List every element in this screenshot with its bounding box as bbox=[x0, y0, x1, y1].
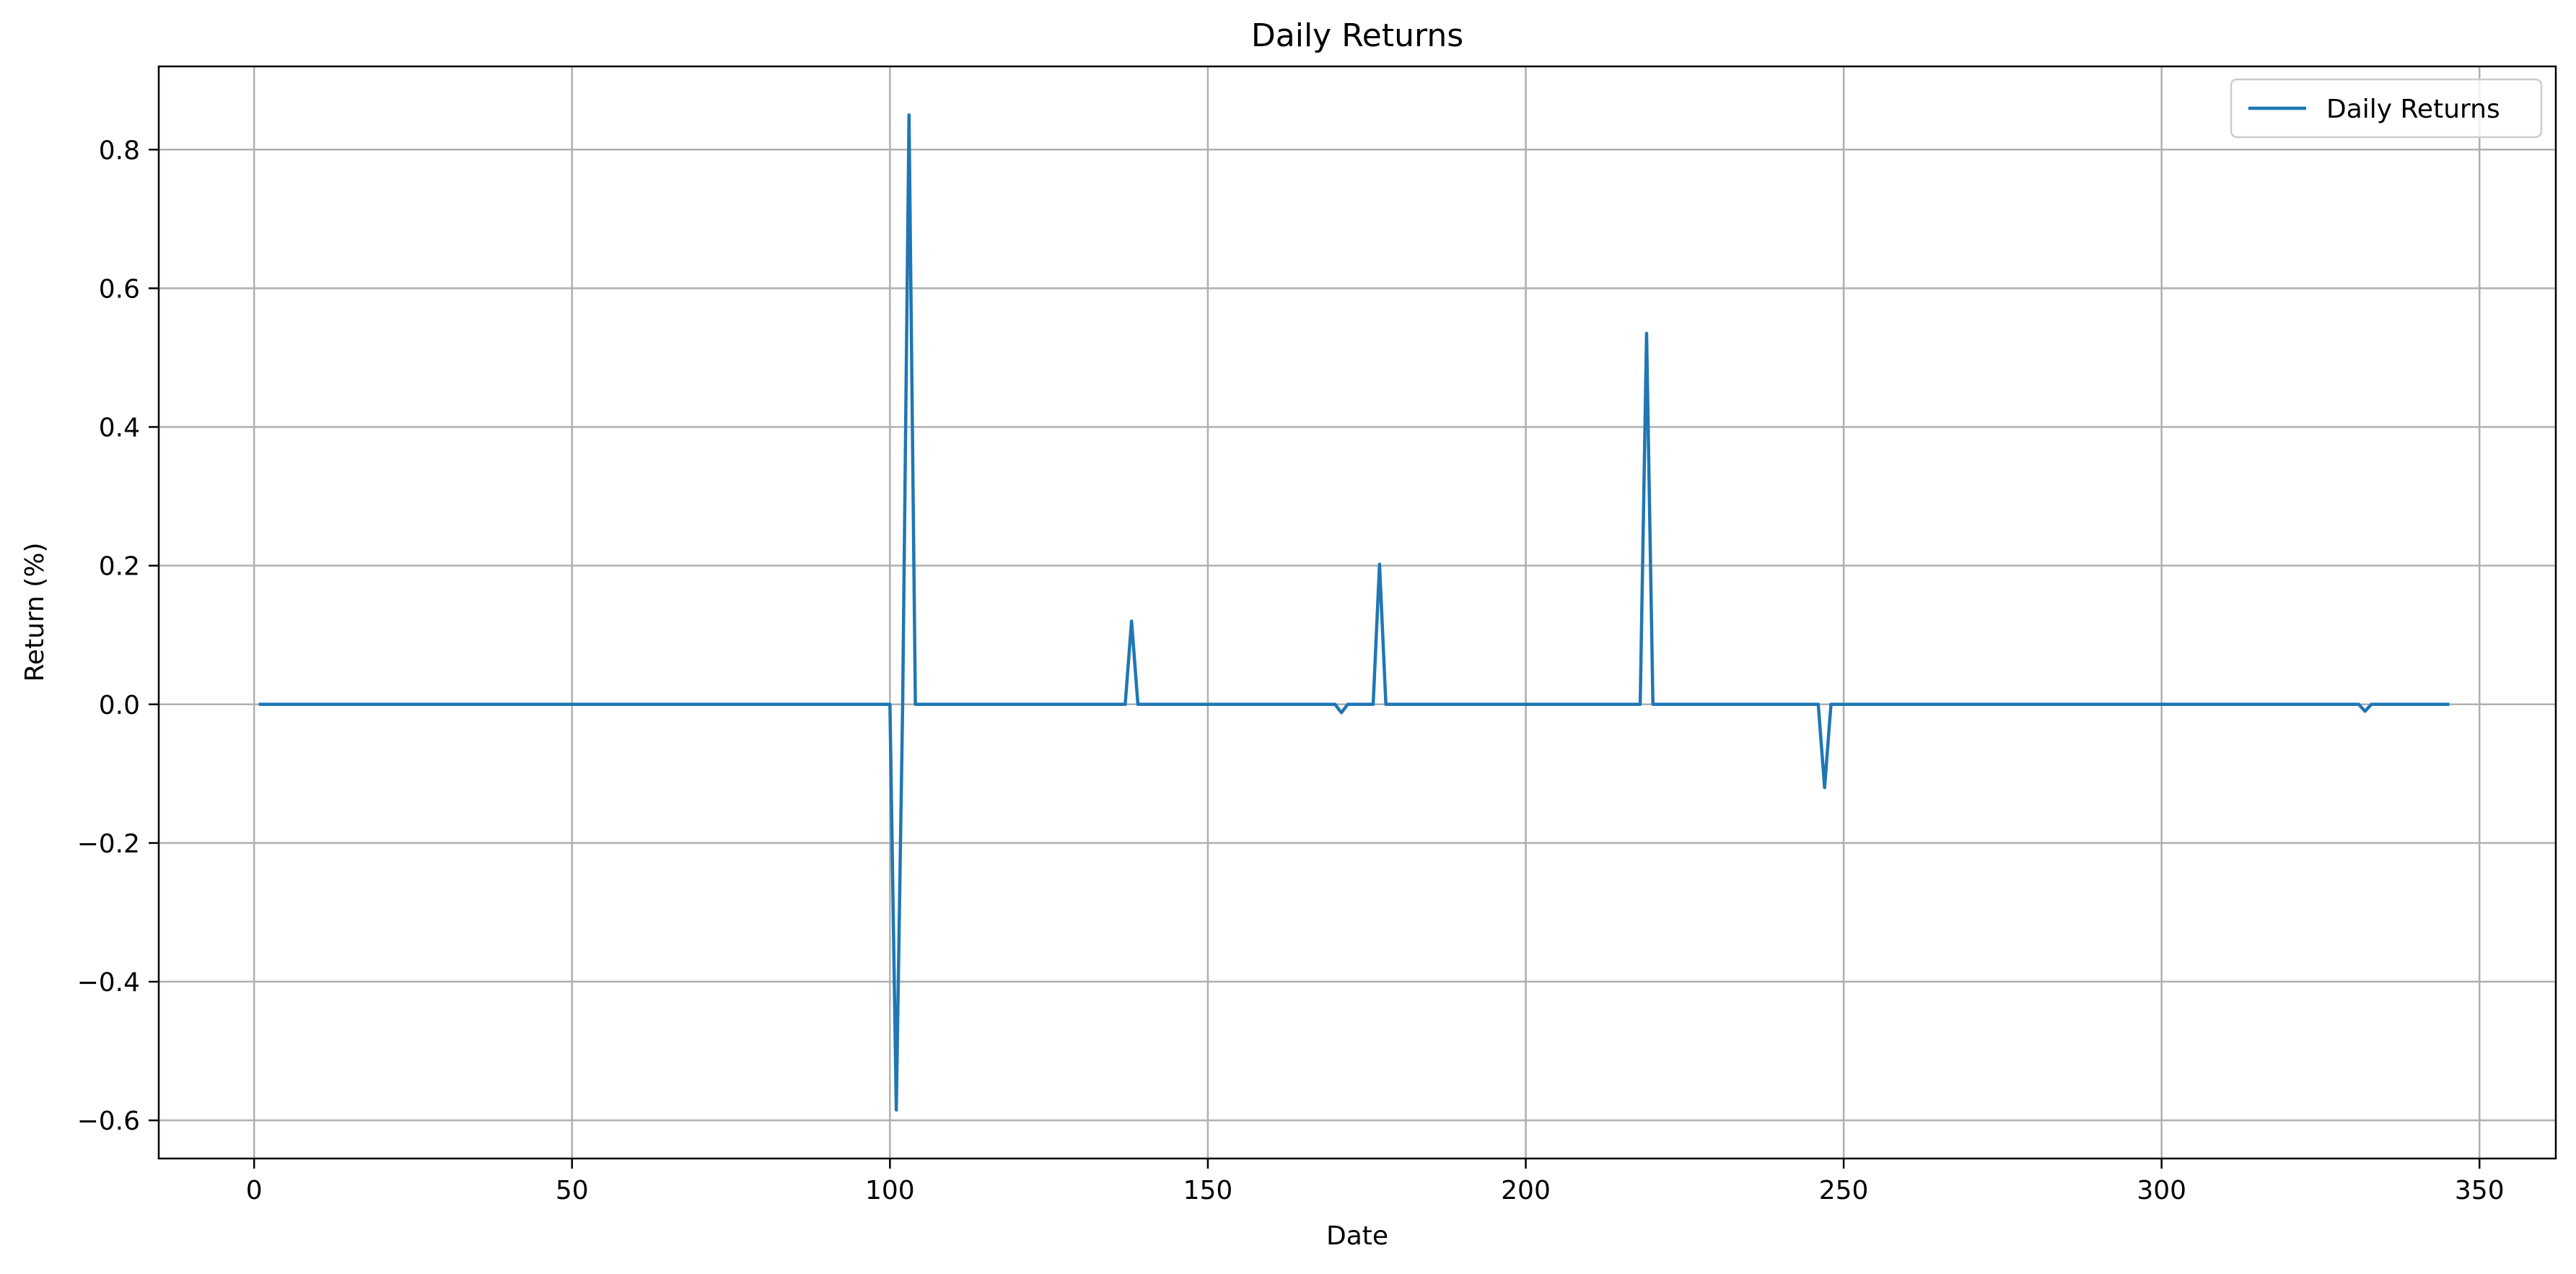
x-tick-label: 350 bbox=[2455, 1176, 2505, 1205]
x-tick-label: 50 bbox=[556, 1176, 589, 1205]
x-tick-label: 300 bbox=[2137, 1176, 2186, 1205]
chart-title: Daily Returns bbox=[1251, 17, 1463, 54]
axis-ticks: 0 50 100 150 200 250 300 350 −0.6 −0.4 −0.2 0.0 0.2 0… bbox=[77, 136, 2505, 1205]
y-tick-label: −0.6 bbox=[77, 1107, 140, 1136]
grid-lines bbox=[159, 66, 2556, 1159]
plot-frame bbox=[157, 65, 2557, 1160]
x-tick-label: 150 bbox=[1183, 1176, 1233, 1205]
y-tick-label: 0.6 bbox=[99, 274, 140, 304]
legend: Daily Returns bbox=[2230, 78, 2543, 139]
x-tick-label: 100 bbox=[865, 1176, 915, 1205]
legend-box bbox=[2230, 78, 2543, 139]
plot-background bbox=[159, 66, 2556, 1159]
y-tick-label: 0.8 bbox=[99, 136, 140, 165]
series-layer bbox=[258, 113, 2450, 1112]
y-tick-label: −0.4 bbox=[77, 968, 140, 998]
y-tick-label: 0.4 bbox=[99, 414, 140, 443]
y-axis-label: Return (%) bbox=[20, 542, 50, 681]
series-line-daily-returns bbox=[258, 113, 2450, 1112]
x-tick-label: 250 bbox=[1819, 1176, 1869, 1205]
x-tick-label: 0 bbox=[246, 1176, 263, 1205]
x-tick-label: 200 bbox=[1501, 1176, 1551, 1205]
y-tick-label: 0.2 bbox=[99, 552, 140, 582]
legend-label: Daily Returns bbox=[2326, 95, 2500, 124]
y-tick-label: −0.2 bbox=[77, 829, 140, 859]
y-tick-label: 0.0 bbox=[99, 691, 140, 720]
x-axis-label: Date bbox=[1326, 1221, 1388, 1251]
